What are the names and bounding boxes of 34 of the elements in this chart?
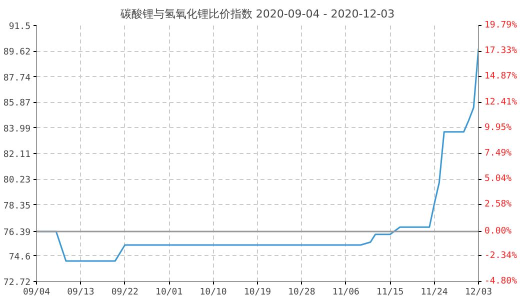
x-tick-label: 10/19	[244, 288, 272, 298]
x-tick-label: 11/15	[376, 288, 404, 298]
x-tick-label: 11/06	[332, 288, 360, 298]
y-tick-label: 72.72	[3, 278, 30, 288]
y-tick-label: 83.99	[3, 124, 30, 134]
x-tick-label: 09/22	[111, 288, 138, 298]
y-tick-label: 89.62	[3, 48, 30, 58]
y2-tick-label: 2.58%	[484, 200, 512, 210]
y2-tick-label: 14.87%	[484, 72, 518, 82]
y2-tick-label: 5.04%	[484, 174, 512, 184]
x-tick-label: 10/28	[288, 288, 316, 298]
y2-tick-label: 12.41%	[484, 97, 518, 108]
y2-tick-label: 9.95%	[484, 122, 512, 133]
y2-tick-label: 0.00%	[484, 226, 512, 237]
y2-tick-label: -2.34%	[484, 250, 518, 261]
x-tick-label: 12/03	[464, 288, 492, 298]
y2-tick-label: 19.79%	[484, 20, 518, 30]
x-tick-label: 10/01	[156, 288, 183, 298]
x-tick-label: 09/13	[67, 288, 94, 298]
y-tick-label: 85.87	[3, 98, 30, 109]
y-tick-label: 87.74	[3, 73, 30, 84]
chart-title: 碳酸锂与氢氧化锂比价指数 2020-09-04 - 2020-12-03	[119, 8, 395, 20]
y-tick-label: 78.35	[3, 201, 30, 212]
x-tick-label: 09/04	[22, 288, 50, 298]
y-tick-label: 76.39	[3, 228, 30, 238]
y2-tick-label: 17.33%	[484, 46, 518, 56]
x-tick-label: 11/24	[420, 288, 448, 298]
x-tick-label: 10/10	[200, 288, 227, 298]
y-tick-label: 91.5	[8, 22, 31, 32]
y-tick-label: 74.6	[8, 252, 31, 262]
y-tick-label: 82.11	[3, 150, 30, 160]
y2-tick-label: 7.49%	[484, 148, 512, 159]
y-tick-label: 80.23	[3, 176, 30, 186]
y2-tick-label: -4.80%	[484, 276, 518, 286]
